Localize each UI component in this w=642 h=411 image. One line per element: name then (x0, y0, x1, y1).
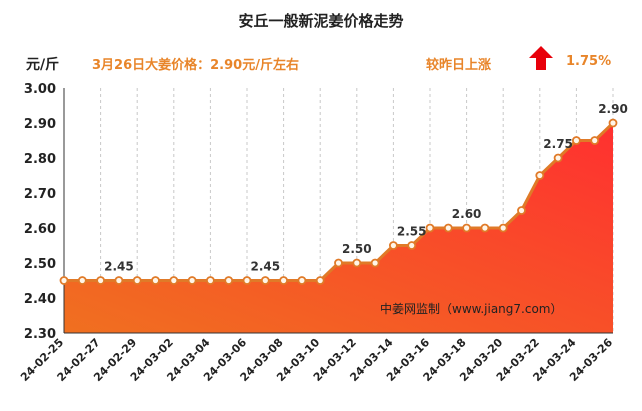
data-label: 2.75 (543, 137, 573, 151)
data-label: 2.45 (250, 260, 280, 274)
y-tick-label: 2.50 (24, 257, 56, 272)
data-point (77, 276, 87, 285)
y-tick-label: 2.80 (24, 152, 56, 167)
data-point (498, 223, 508, 233)
y-tick-label: 2.90 (24, 117, 56, 132)
data-point (279, 276, 289, 285)
data-point (315, 276, 325, 285)
data-point (151, 276, 160, 285)
data-label: 2.60 (452, 207, 482, 221)
data-point (480, 223, 490, 233)
chart-title: 安丘一般新泥姜价格走势 (238, 12, 404, 30)
data-label: 2.50 (342, 242, 372, 256)
y-tick-label: 2.30 (24, 327, 56, 342)
price-note: 3月26日大姜价格：2.90元/斤左右 (92, 58, 299, 73)
up-arrow-icon (529, 46, 553, 70)
data-point (517, 206, 526, 215)
data-point (535, 171, 545, 180)
data-point (352, 258, 362, 268)
data-point (96, 276, 105, 285)
data-point (370, 258, 380, 268)
compare-value: 1.75% (566, 54, 612, 69)
data-point (443, 223, 453, 233)
y-tick-label: 2.40 (24, 292, 56, 307)
data-label: 2.55 (397, 225, 427, 239)
data-point (224, 276, 234, 285)
data-point (205, 276, 215, 285)
data-label: 2.90 (598, 102, 628, 116)
data-point (114, 276, 124, 285)
data-point (187, 276, 197, 285)
data-point (297, 276, 307, 285)
data-point (334, 258, 343, 268)
data-point (462, 223, 472, 233)
y-axis-unit: 元/斤 (26, 57, 60, 73)
data-point (407, 241, 417, 250)
data-point (242, 276, 252, 285)
data-point (59, 276, 69, 285)
data-point (553, 153, 563, 163)
data-point (132, 276, 142, 285)
y-tick-label: 3.00 (24, 82, 56, 97)
compare-label: 较昨日上涨 (426, 58, 492, 73)
data-point (388, 241, 398, 250)
y-tick-label: 2.60 (24, 222, 56, 237)
data-point (425, 223, 435, 233)
data-point (608, 118, 618, 128)
data-point (590, 136, 600, 145)
data-point (169, 276, 179, 285)
y-tick-label: 2.70 (24, 187, 56, 202)
source-note: 中姜网监制（www.jiang7.com） (380, 301, 562, 316)
data-point (260, 276, 270, 285)
data-point (572, 136, 581, 145)
data-label: 2.45 (104, 260, 134, 274)
